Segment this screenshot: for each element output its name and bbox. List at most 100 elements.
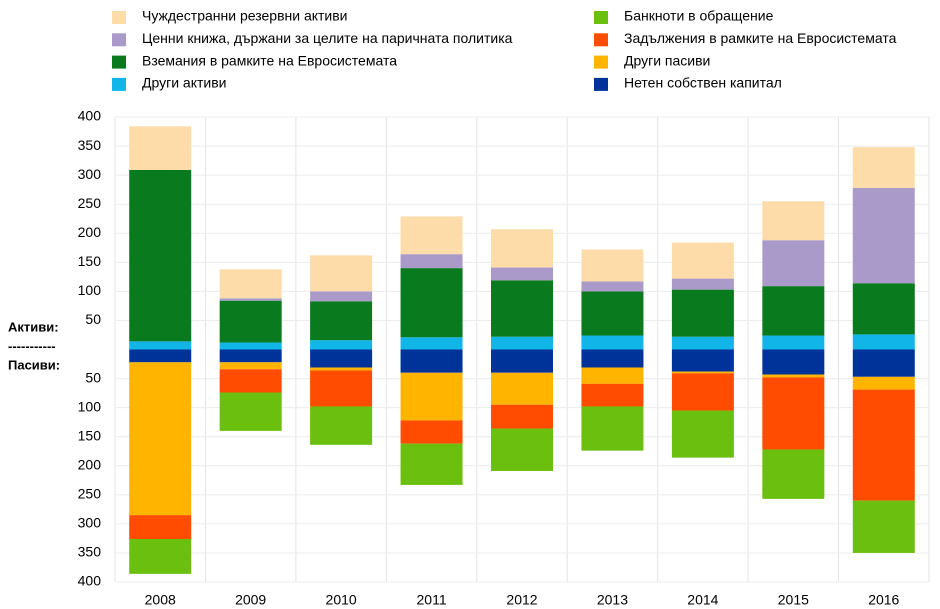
- x-tick-label: 2011: [417, 592, 447, 608]
- bar-segment: [310, 255, 373, 292]
- bar-segment: [852, 389, 915, 501]
- y-tick-label: 200: [78, 456, 102, 472]
- bar-segment: [219, 349, 282, 363]
- y-tick-label: 50: [85, 369, 101, 385]
- bar-segment: [491, 336, 553, 350]
- bar-segment: [400, 216, 463, 255]
- legend-label: Други активи: [142, 75, 227, 91]
- bar-segment: [219, 269, 282, 299]
- liabilities-label: Пасиви:: [8, 357, 60, 372]
- x-tick-label: 2008: [145, 592, 176, 608]
- legend-label: Ценни книжа, държани за целите на паричн…: [142, 30, 513, 46]
- bar-segment: [400, 254, 463, 269]
- bar-segment: [491, 229, 553, 268]
- bar-segment: [129, 126, 192, 170]
- x-tick-label: 2009: [235, 592, 266, 608]
- bar-segment: [671, 349, 734, 372]
- bar-segment: [491, 372, 553, 405]
- bar-segment: [219, 300, 282, 343]
- bar-segment: [400, 337, 463, 350]
- bar-segment: [219, 369, 282, 393]
- bar-segment: [129, 341, 192, 350]
- x-tick-label: 2010: [326, 592, 357, 608]
- bar-segment: [762, 449, 825, 499]
- legend-swatch: [594, 77, 608, 91]
- bar-segment: [310, 349, 373, 368]
- bar-segment: [581, 335, 644, 350]
- bar-segment: [129, 349, 192, 363]
- assets-label: Активи:: [8, 319, 59, 334]
- bar-segment: [491, 428, 553, 471]
- bar-segment: [762, 240, 825, 287]
- bar-segment: [762, 374, 825, 378]
- legend-swatch: [594, 33, 608, 47]
- bar-segment: [671, 242, 734, 279]
- y-tick-label: 50: [85, 311, 101, 327]
- bar-segment: [310, 301, 373, 341]
- y-tick-label: 200: [78, 224, 102, 240]
- bar-segment: [852, 187, 915, 284]
- bar-segment: [400, 420, 463, 444]
- legend-label: Вземания в рамките на Евросистемата: [142, 52, 397, 68]
- divider-label: -----------: [8, 338, 56, 353]
- bar-segment: [400, 443, 463, 485]
- bar-segment: [491, 267, 553, 281]
- x-tick-label: 2012: [506, 592, 537, 608]
- x-tick-label: 2013: [597, 592, 628, 608]
- bar-segment: [219, 298, 282, 301]
- bar-segment: [852, 334, 915, 350]
- y-tick-label: 250: [78, 195, 102, 211]
- legend-swatch: [112, 11, 126, 24]
- bar-segment: [491, 280, 553, 337]
- legend-label: Нетен собствен капитал: [624, 75, 782, 91]
- y-tick-label: 100: [78, 398, 102, 414]
- y-tick-label: 250: [78, 486, 102, 502]
- bar-segment: [581, 281, 644, 292]
- bar-segment: [671, 278, 734, 290]
- bar-segment: [671, 289, 734, 337]
- legend-swatch: [112, 33, 126, 47]
- bar-segment: [310, 406, 373, 445]
- bar-segment: [762, 201, 825, 241]
- legend-label: Задължения в рамките на Евросистемата: [624, 30, 897, 46]
- bar-segment: [310, 367, 373, 371]
- bar-segment: [491, 404, 553, 429]
- y-tick-label: 150: [78, 427, 102, 443]
- bar-segment: [310, 291, 373, 302]
- bar-segment: [219, 362, 282, 370]
- y-tick-label: 100: [78, 282, 102, 298]
- bar-segment: [852, 500, 915, 553]
- y-tick-label: 150: [78, 253, 102, 269]
- y-tick-label: 350: [78, 137, 102, 153]
- bar-segment: [581, 383, 644, 407]
- bar-segment: [762, 335, 825, 350]
- legend-swatch: [112, 55, 126, 69]
- bar-segment: [400, 268, 463, 338]
- bar-segment: [581, 349, 644, 368]
- legend-swatch: [112, 77, 126, 91]
- bar-segment: [852, 376, 915, 390]
- x-tick-label: 2015: [778, 592, 809, 608]
- bar-segment: [491, 349, 553, 373]
- legend-swatch: [594, 55, 608, 69]
- bar-segment: [129, 169, 192, 342]
- legend-swatch: [594, 11, 608, 24]
- bar-segment: [671, 373, 734, 411]
- legend-label: Чуждестранни резервни активи: [142, 8, 348, 24]
- bar-segment: [310, 340, 373, 350]
- bar-segment: [581, 291, 644, 336]
- bar-segment: [400, 372, 463, 421]
- bar-segment: [852, 147, 915, 188]
- bar-segment: [129, 362, 192, 516]
- bar-segment: [219, 392, 282, 431]
- bar-segment: [400, 349, 463, 373]
- bar-segment: [129, 538, 192, 574]
- bar-segment: [762, 377, 825, 450]
- bar-segment: [762, 286, 825, 336]
- bar-segment: [581, 249, 644, 282]
- y-tick-label: 350: [78, 544, 102, 560]
- y-tick-label: 400: [78, 108, 102, 124]
- legend-label: Банкноти в обращение: [624, 8, 774, 24]
- bar-segment: [219, 342, 282, 350]
